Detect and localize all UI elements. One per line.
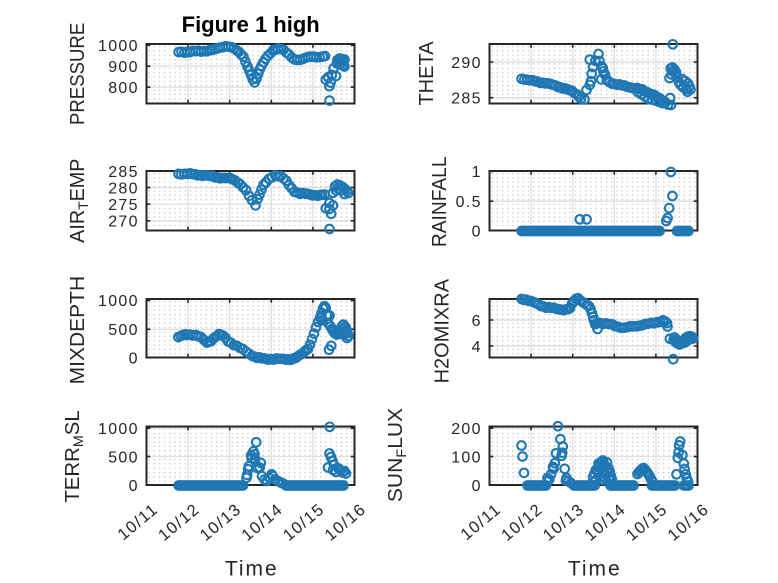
svg-text:800: 800 — [108, 80, 139, 97]
svg-text:4: 4 — [472, 339, 482, 356]
svg-text:TERRM​SL: TERRM​SL — [62, 410, 86, 502]
svg-text:1000: 1000 — [98, 421, 139, 438]
svg-text:PRESSURE: PRESSURE — [67, 23, 89, 125]
svg-text:Figure 1 high: Figure 1 high — [182, 12, 320, 37]
svg-text:900: 900 — [108, 59, 139, 76]
svg-text:RAINFALL: RAINFALL — [429, 156, 451, 247]
svg-text:285: 285 — [451, 91, 482, 108]
svg-text:275: 275 — [108, 197, 139, 214]
svg-text:1000: 1000 — [98, 293, 139, 310]
svg-text:500: 500 — [108, 322, 139, 339]
svg-text:290: 290 — [451, 55, 482, 72]
svg-text:AIRT​EMP: AIRT​EMP — [67, 159, 91, 243]
svg-text:1: 1 — [472, 164, 482, 181]
svg-text:6: 6 — [472, 313, 482, 330]
svg-text:280: 280 — [108, 180, 139, 197]
svg-text:0: 0 — [129, 351, 139, 368]
svg-text:285: 285 — [108, 164, 139, 181]
svg-text:500: 500 — [108, 449, 139, 466]
svg-text:Time: Time — [225, 558, 279, 581]
svg-text:200: 200 — [451, 421, 482, 438]
svg-text:0: 0 — [129, 478, 139, 495]
svg-text:H2OMIXRA: H2OMIXRA — [432, 278, 454, 383]
svg-text:THETA: THETA — [416, 41, 438, 106]
svg-text:0: 0 — [472, 224, 482, 241]
svg-text:270: 270 — [108, 214, 139, 231]
svg-text:0: 0 — [472, 478, 482, 495]
svg-text:MIXDEPTH: MIXDEPTH — [66, 276, 88, 384]
svg-text:Time: Time — [568, 558, 622, 581]
svg-text:1000: 1000 — [98, 38, 139, 55]
svg-text:0.5: 0.5 — [456, 194, 482, 211]
svg-text:100: 100 — [451, 449, 482, 466]
